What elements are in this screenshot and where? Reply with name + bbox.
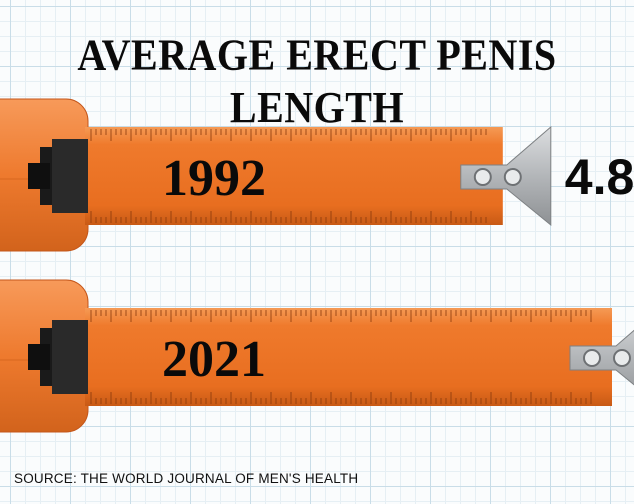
source-note: SOURCE: THE WORLD JOURNAL OF MEN'S HEALT… bbox=[14, 471, 359, 486]
category-label: 2021 bbox=[162, 331, 266, 388]
hook-rivet bbox=[613, 349, 631, 367]
hook-rivet bbox=[583, 349, 601, 367]
hook-rivet bbox=[503, 168, 522, 186]
tape-hook bbox=[569, 329, 634, 386]
case-clip-plate bbox=[52, 320, 88, 394]
case-clip-tab bbox=[28, 344, 50, 370]
tape-bar bbox=[85, 308, 612, 406]
case-clip-plate bbox=[52, 139, 88, 213]
chart-title: AVERAGE ERECT PENIS LENGTH bbox=[77, 29, 557, 133]
tape-bar bbox=[85, 127, 503, 225]
category-label: 1992 bbox=[162, 150, 266, 207]
value-label: 4.8” bbox=[565, 149, 634, 205]
hook-rivet bbox=[473, 168, 492, 186]
case-clip-tab bbox=[28, 163, 50, 189]
